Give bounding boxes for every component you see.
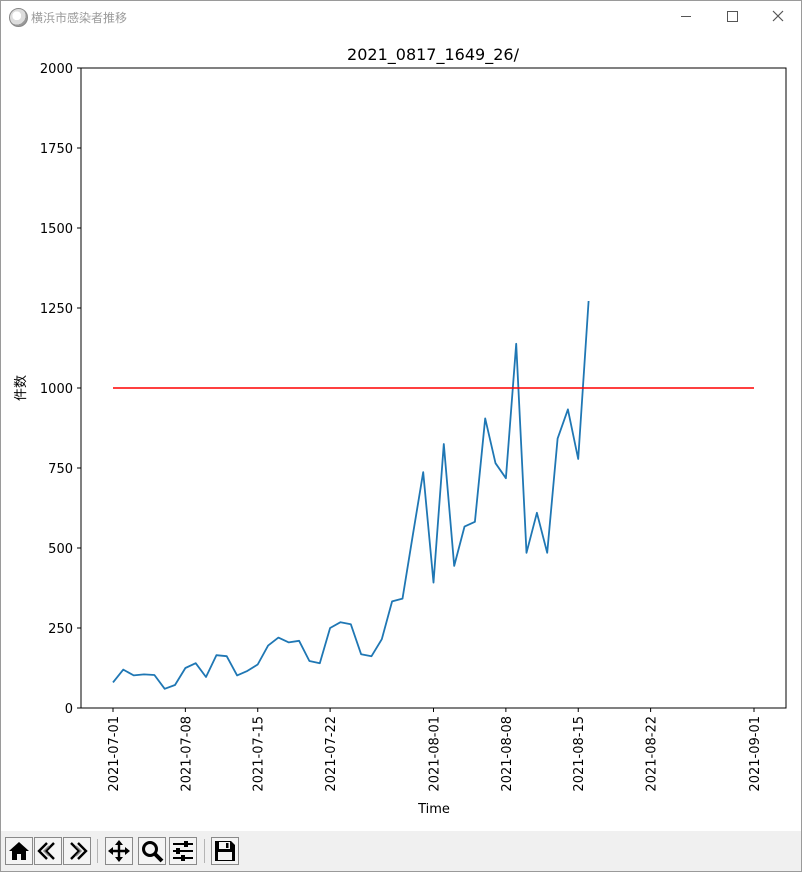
x-axis-label: Time bbox=[417, 802, 450, 817]
series-line-cases bbox=[112, 300, 590, 690]
floppy-disk-icon bbox=[215, 841, 235, 861]
sliders-icon bbox=[173, 841, 193, 861]
x-tick-label: 2021-08-22 bbox=[645, 716, 660, 792]
chart-title: 2021_0817_1649_26/ bbox=[347, 45, 520, 65]
y-axis-label: 件数 bbox=[14, 375, 29, 401]
minimize-button[interactable] bbox=[663, 1, 709, 32]
x-tick-label: 2021-09-01 bbox=[748, 716, 763, 792]
y-tick-label: 1250 bbox=[40, 302, 73, 317]
x-axis-ticks: 2021-07-01 2021-07-08 2021-07-15 2021-07-22… bbox=[107, 708, 763, 792]
y-axis-ticks: 0 250 500 750 1000 1250 1500 1750 2000 bbox=[40, 62, 81, 717]
x-tick-label: 2021-07-22 bbox=[324, 716, 339, 792]
move-icon bbox=[108, 840, 130, 862]
line-chart[interactable]: 2021_0817_1649_26/ 0 250 500 750 1000 1250 150… bbox=[1, 32, 801, 831]
window-title: 横浜市感染者推移 bbox=[31, 11, 128, 25]
maximize-icon bbox=[727, 11, 738, 22]
x-tick-label: 2021-07-01 bbox=[107, 716, 122, 792]
home-button[interactable] bbox=[5, 837, 33, 865]
magnifier-icon bbox=[142, 841, 164, 863]
minimize-icon bbox=[681, 16, 691, 17]
zoom-button[interactable] bbox=[138, 837, 166, 865]
x-tick-label: 2021-08-08 bbox=[500, 716, 515, 792]
forward-arrow-icon bbox=[70, 842, 88, 860]
title-bar[interactable]: 横浜市感染者推移 bbox=[1, 1, 801, 32]
maximize-button[interactable] bbox=[709, 1, 755, 32]
close-button[interactable] bbox=[755, 1, 801, 32]
x-tick-label: 2021-07-08 bbox=[179, 716, 194, 792]
y-tick-label: 2000 bbox=[40, 62, 73, 77]
navigation-toolbar bbox=[1, 831, 801, 871]
y-tick-label: 750 bbox=[48, 462, 73, 477]
x-tick-label: 2021-07-15 bbox=[252, 716, 267, 792]
y-tick-label: 1000 bbox=[40, 382, 73, 397]
forward-button[interactable] bbox=[63, 837, 91, 865]
save-button[interactable] bbox=[211, 837, 239, 865]
y-tick-label: 500 bbox=[48, 542, 73, 557]
x-tick-label: 2021-08-01 bbox=[428, 716, 443, 792]
series-lines bbox=[112, 300, 754, 690]
configure-subplots-button[interactable] bbox=[169, 837, 197, 865]
app-logo-icon bbox=[9, 8, 28, 27]
back-arrow-icon bbox=[37, 842, 55, 860]
x-tick-label: 2021-08-15 bbox=[572, 716, 587, 792]
y-tick-label: 1500 bbox=[40, 222, 73, 237]
close-icon bbox=[772, 10, 784, 22]
pan-button[interactable] bbox=[105, 837, 133, 865]
y-tick-label: 250 bbox=[48, 622, 73, 637]
y-tick-label: 0 bbox=[65, 702, 73, 717]
back-button[interactable] bbox=[34, 837, 62, 865]
y-tick-label: 1750 bbox=[40, 142, 73, 157]
home-icon bbox=[9, 842, 29, 860]
